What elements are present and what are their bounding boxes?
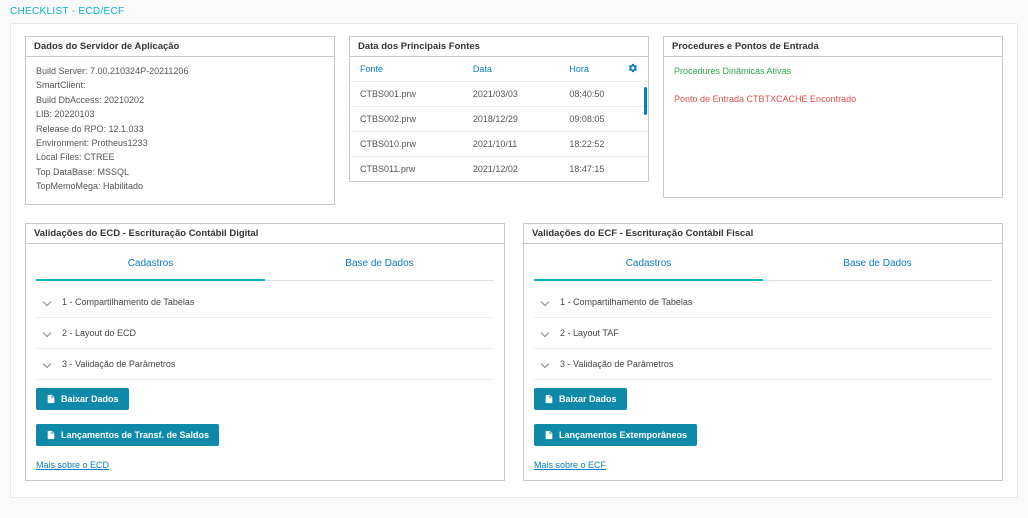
download-icon xyxy=(544,394,554,404)
cell-fonte: CTBS010.prw xyxy=(350,132,463,157)
chevron-down-icon xyxy=(541,359,549,367)
more-ecf-link[interactable]: Mais sobre o ECF xyxy=(534,460,606,470)
ecf-panel: Validações do ECF - Escrituração Contábi… xyxy=(523,223,1003,481)
cell-fonte: CTBS011.prw xyxy=(350,157,463,182)
gear-icon xyxy=(628,63,638,73)
accordion-item[interactable]: 1 - Compartilhamento de Tabelas xyxy=(534,287,992,318)
table-settings-button[interactable] xyxy=(618,57,648,82)
document-icon xyxy=(544,430,554,440)
accordion-item[interactable]: 2 - Layout do ECD xyxy=(36,318,494,349)
server-line: Environment: Protheus1233 xyxy=(36,136,324,150)
status-error: Ponto de Entrada CTBTXCACHE Encontrado xyxy=(674,94,992,104)
cell-hora: 18:22:52 xyxy=(559,132,648,157)
cell-hora: 18:47:15 xyxy=(559,157,648,182)
fontes-title: Data dos Principais Fontes xyxy=(350,37,648,57)
baixar-dados-button[interactable]: Baixar Dados xyxy=(36,388,129,410)
page-title: CHECKLIST - ECD/ECF xyxy=(10,6,1018,17)
accordion-label: 1 - Compartilhamento de Tabelas xyxy=(62,297,194,307)
server-line: Release do RPO: 12.1.033 xyxy=(36,122,324,136)
accordion-item[interactable]: 3 - Validação de Parâmetros xyxy=(36,349,494,380)
fontes-table: Fonte Data Hora CTBS001 xyxy=(350,57,648,181)
cell-hora: 08:40:50 xyxy=(559,82,648,107)
accordion-item[interactable]: 3 - Validação de Parâmetros xyxy=(534,349,992,380)
button-label: Baixar Dados xyxy=(559,394,617,404)
scrollbar-thumb[interactable] xyxy=(644,87,647,115)
table-row: CTBS002.prw 2018/12/29 09:08:05 xyxy=(350,107,648,132)
col-hora[interactable]: Hora xyxy=(559,57,618,82)
col-data[interactable]: Data xyxy=(463,57,560,82)
server-info-title: Dados do Servidor de Aplicação xyxy=(26,37,334,57)
lancamentos-button[interactable]: Lançamentos de Transf. de Saldos xyxy=(36,424,219,446)
table-row: CTBS001.prw 2021/03/03 08:40:50 xyxy=(350,82,648,107)
accordion-label: 2 - Layout TAF xyxy=(560,328,619,338)
cell-data: 2021/03/03 xyxy=(463,82,560,107)
cell-data: 2021/10/11 xyxy=(463,132,560,157)
accordion-item[interactable]: 1 - Compartilhamento de Tabelas xyxy=(36,287,494,318)
tab-cadastros[interactable]: Cadastros xyxy=(36,250,265,281)
ecf-title: Validações do ECF - Escrituração Contábi… xyxy=(524,224,1002,244)
ecd-title: Validações do ECD - Escrituração Contábi… xyxy=(26,224,504,244)
tab-base-dados[interactable]: Base de Dados xyxy=(763,250,992,280)
server-line: Top DataBase: MSSQL xyxy=(36,165,324,179)
procedures-title: Procedures e Pontos de Entrada xyxy=(664,37,1002,57)
cell-fonte: CTBS001.prw xyxy=(350,82,463,107)
accordion-label: 3 - Validação de Parâmetros xyxy=(560,359,673,369)
procedures-panel: Procedures e Pontos de Entrada Procedure… xyxy=(663,36,1003,198)
chevron-down-icon xyxy=(541,328,549,336)
document-icon xyxy=(46,430,56,440)
button-label: Lançamentos Extemporâneos xyxy=(559,430,687,440)
server-line: LIB: 20220103 xyxy=(36,107,324,121)
status-ok: Procedures Dinâmicas Ativas xyxy=(674,66,992,76)
ecf-tabs: Cadastros Base de Dados xyxy=(534,250,992,281)
chevron-down-icon xyxy=(541,297,549,305)
tab-cadastros[interactable]: Cadastros xyxy=(534,250,763,281)
accordion-label: 3 - Validação de Parâmetros xyxy=(62,359,175,369)
more-ecd-link[interactable]: Mais sobre o ECD xyxy=(36,460,109,470)
server-line: TopMemoMega: Habilitado xyxy=(36,179,324,193)
table-row: CTBS011.prw 2021/12/02 18:47:15 xyxy=(350,157,648,182)
baixar-dados-button[interactable]: Baixar Dados xyxy=(534,388,627,410)
accordion-label: 2 - Layout do ECD xyxy=(62,328,136,338)
fontes-panel: Data dos Principais Fontes Fonte Data Ho… xyxy=(349,36,649,182)
cell-hora: 09:08:05 xyxy=(559,107,648,132)
server-line: Build Server: 7.00.210324P-20211206 xyxy=(36,64,324,78)
server-info-panel: Dados do Servidor de Aplicação Build Ser… xyxy=(25,36,335,205)
table-row: CTBS010.prw 2021/10/11 18:22:52 xyxy=(350,132,648,157)
server-line: Local Files: CTREE xyxy=(36,150,324,164)
accordion-item[interactable]: 2 - Layout TAF xyxy=(534,318,992,349)
accordion-label: 1 - Compartilhamento de Tabelas xyxy=(560,297,692,307)
cell-data: 2018/12/29 xyxy=(463,107,560,132)
button-label: Baixar Dados xyxy=(61,394,119,404)
download-icon xyxy=(46,394,56,404)
chevron-down-icon xyxy=(43,297,51,305)
col-fonte[interactable]: Fonte xyxy=(350,57,463,82)
cell-fonte: CTBS002.prw xyxy=(350,107,463,132)
ecd-tabs: Cadastros Base de Dados xyxy=(36,250,494,281)
ecd-panel: Validações do ECD - Escrituração Contábi… xyxy=(25,223,505,481)
chevron-down-icon xyxy=(43,359,51,367)
chevron-down-icon xyxy=(43,328,51,336)
button-label: Lançamentos de Transf. de Saldos xyxy=(61,430,209,440)
lancamentos-button[interactable]: Lançamentos Extemporâneos xyxy=(534,424,697,446)
tab-base-dados[interactable]: Base de Dados xyxy=(265,250,494,280)
cell-data: 2021/12/02 xyxy=(463,157,560,182)
server-line: Build DbAccess: 20210202 xyxy=(36,93,324,107)
server-line: SmartClient: xyxy=(36,78,324,92)
